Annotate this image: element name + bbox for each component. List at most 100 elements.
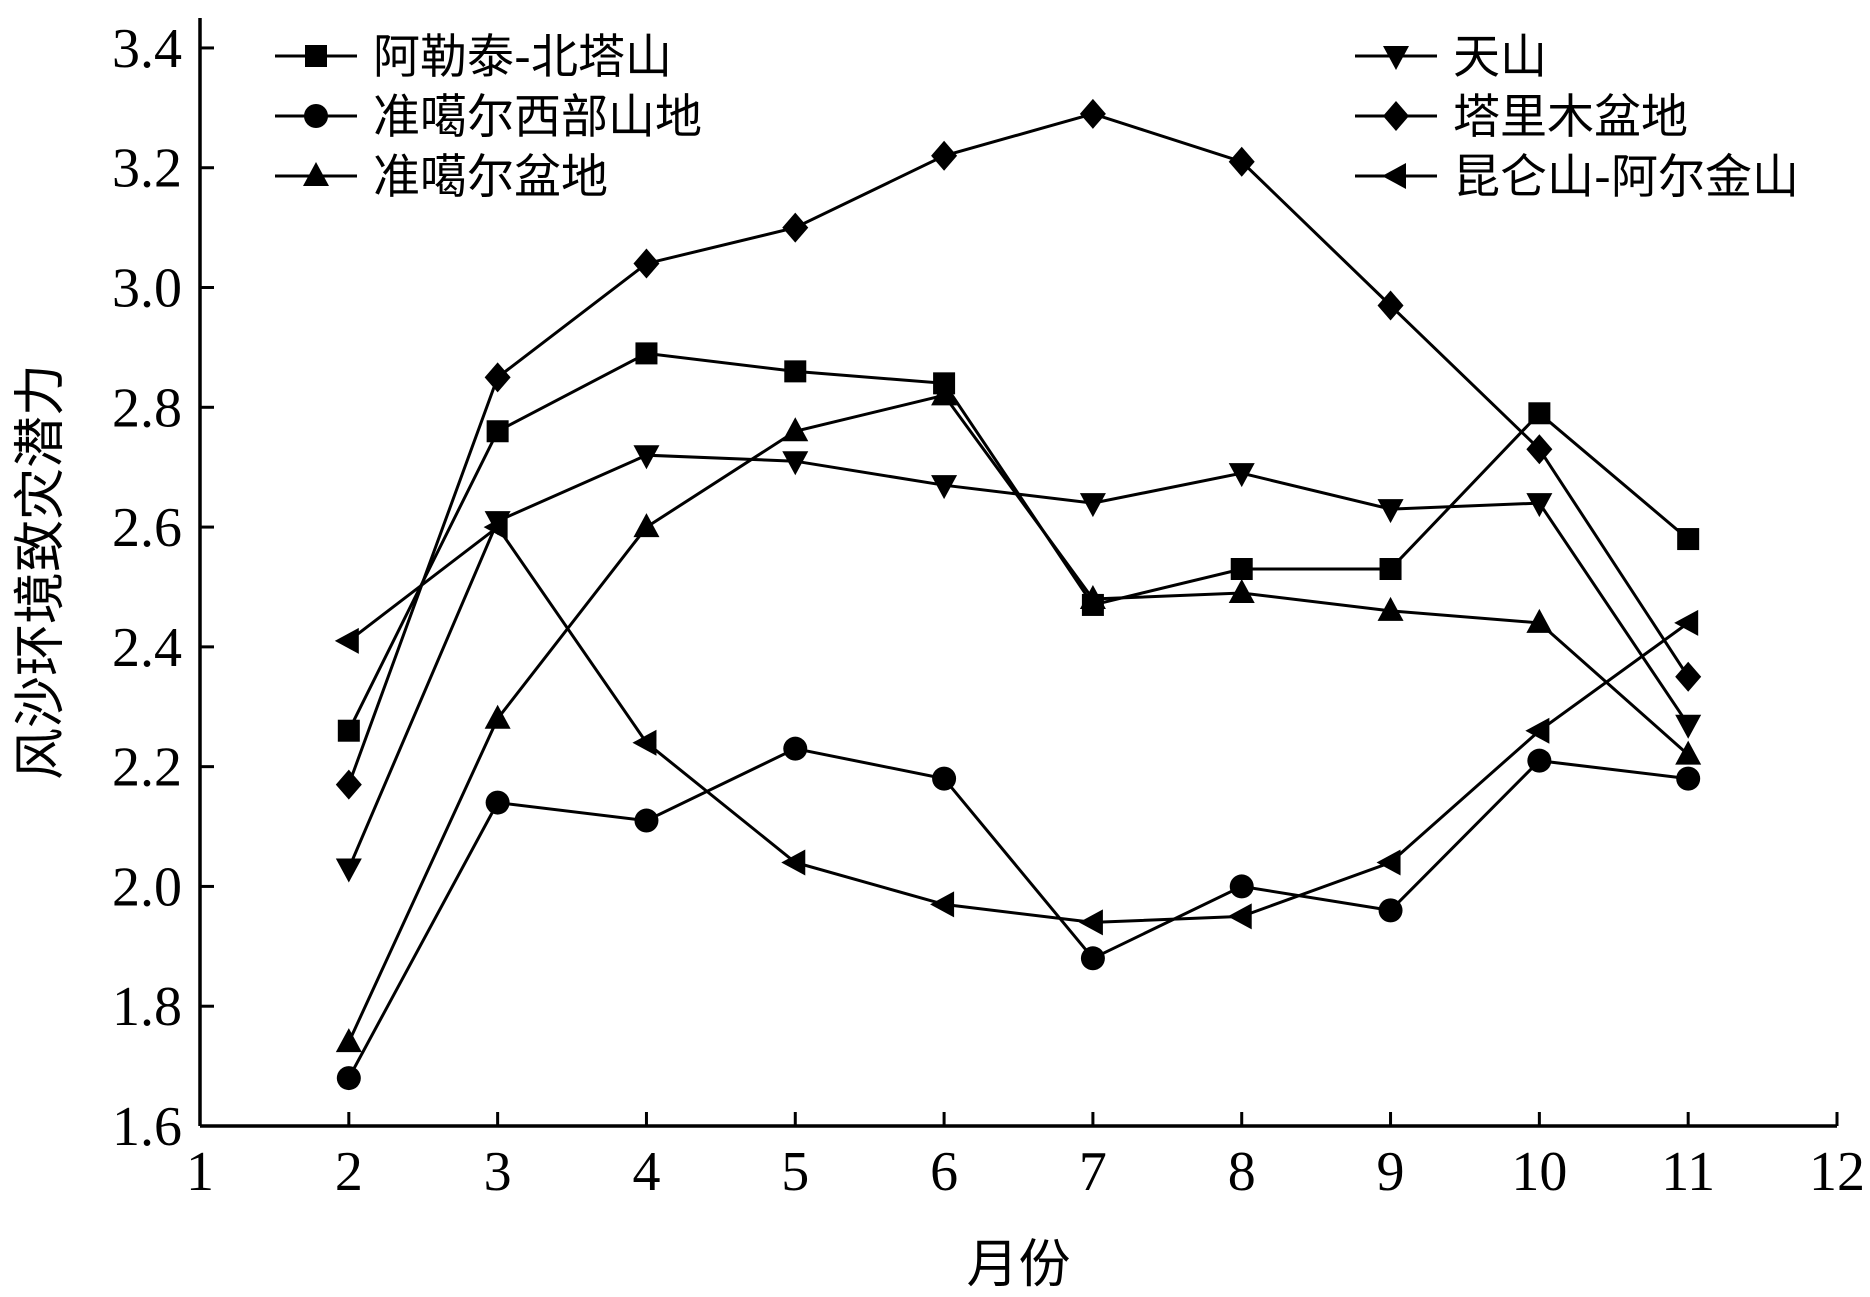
data-point (1228, 463, 1255, 488)
data-point (635, 342, 658, 365)
series-line (347, 524, 1690, 924)
legend-marker (304, 104, 328, 128)
data-point (1079, 584, 1106, 609)
x-tick-label: 2 (335, 1141, 363, 1203)
x-axis-ticks: 1 2 3 4 5 6 7 8 9 10 11 12 (186, 1112, 1865, 1203)
data-point (335, 1028, 362, 1053)
data-point (485, 790, 510, 815)
data-point (782, 417, 809, 442)
data-point (931, 381, 958, 406)
data-point (930, 891, 955, 918)
axes (198, 18, 1837, 1128)
data-point (633, 513, 660, 538)
data-point (931, 140, 958, 171)
data-point (484, 704, 511, 729)
data-point (483, 514, 508, 541)
series-line (347, 747, 1689, 1079)
y-tick-label: 2.8 (112, 377, 182, 439)
x-tick-label: 1 (186, 1141, 214, 1203)
series-1 (337, 342, 1700, 742)
data-point (1377, 499, 1404, 524)
x-tick-label: 10 (1511, 1141, 1567, 1203)
data-point (486, 420, 509, 443)
data-point (1674, 609, 1699, 636)
data-point (1377, 596, 1404, 621)
data-point (1526, 434, 1553, 465)
y-tick-label: 3.0 (112, 258, 182, 320)
data-point (1229, 874, 1254, 899)
data-point (632, 729, 657, 756)
data-point (783, 736, 808, 761)
legend-label: 天山 (1453, 30, 1547, 85)
series-5 (335, 98, 1702, 800)
legend-label: 塔里木盆地 (1453, 90, 1688, 145)
series-line (347, 393, 1690, 1043)
series-line (347, 453, 1690, 870)
legend-label: 准噶尔盆地 (373, 150, 608, 205)
data-point (1227, 903, 1252, 930)
x-tick-label: 8 (1228, 1141, 1256, 1203)
data-point (782, 451, 809, 476)
data-point (1379, 558, 1402, 581)
y-tick-label: 2.4 (112, 617, 182, 679)
data-point (1675, 714, 1702, 739)
data-point (633, 248, 660, 279)
x-tick-label: 6 (930, 1141, 958, 1203)
legend-item: 塔里木盆地 (1355, 90, 1688, 145)
data-point (484, 362, 511, 393)
x-axis-title: 月份 (966, 1235, 1070, 1295)
y-tick-label: 2.6 (112, 497, 182, 559)
data-point (1675, 661, 1702, 692)
data-point (1526, 493, 1553, 518)
data-point (1525, 717, 1550, 744)
data-point (784, 360, 807, 383)
data-point (1675, 740, 1702, 765)
x-tick-label: 7 (1079, 1141, 1107, 1203)
x-tick-label: 3 (484, 1141, 512, 1203)
data-point (1079, 98, 1106, 129)
x-tick-label: 4 (632, 1141, 660, 1203)
x-tick-label: 9 (1377, 1141, 1405, 1203)
data-point (1676, 766, 1701, 791)
series-3 (335, 381, 1702, 1053)
data-point (1230, 558, 1253, 581)
legend-marker (1382, 163, 1406, 189)
y-tick-label: 1.6 (112, 1096, 182, 1158)
series-2 (336, 736, 1701, 1091)
y-tick-label: 3.4 (112, 18, 182, 80)
data-point (931, 475, 958, 500)
x-tick-label: 12 (1809, 1141, 1865, 1203)
data-point (1677, 528, 1700, 551)
data-point (1228, 578, 1255, 603)
series-4 (335, 445, 1702, 883)
y-axis-ticks: 1.6 1.8 2.0 2.2 2.4 2.6 2.8 3.0 3.2 3.4 (112, 18, 214, 1158)
data-point (1526, 608, 1553, 633)
y-tick-label: 2.2 (112, 737, 182, 799)
data-point (1228, 146, 1255, 177)
legend-label: 准噶尔西部山地 (373, 90, 702, 145)
y-tick-label: 2.0 (112, 856, 182, 918)
legend-marker (305, 45, 327, 67)
data-point (932, 766, 957, 791)
series-line (347, 112, 1690, 786)
legend-item: 昆仑山-阿尔金山 (1355, 150, 1799, 205)
x-tick-label: 11 (1661, 1141, 1715, 1203)
series-6 (334, 514, 1699, 936)
legend-label: 昆仑山-阿尔金山 (1453, 150, 1799, 205)
data-point (1527, 748, 1552, 773)
data-point (337, 719, 360, 742)
data-point (1080, 946, 1105, 971)
data-point (782, 212, 809, 243)
data-point (1078, 909, 1103, 936)
legend-item: 准噶尔西部山地 (275, 90, 702, 145)
legend-item: 阿勒泰-北塔山 (275, 30, 672, 85)
series-line (347, 351, 1690, 732)
data-point (335, 858, 362, 883)
data-point (1079, 493, 1106, 518)
legend-marker (1383, 101, 1409, 131)
data-point (334, 627, 359, 654)
data-point (633, 445, 660, 470)
x-tick-label: 5 (781, 1141, 809, 1203)
